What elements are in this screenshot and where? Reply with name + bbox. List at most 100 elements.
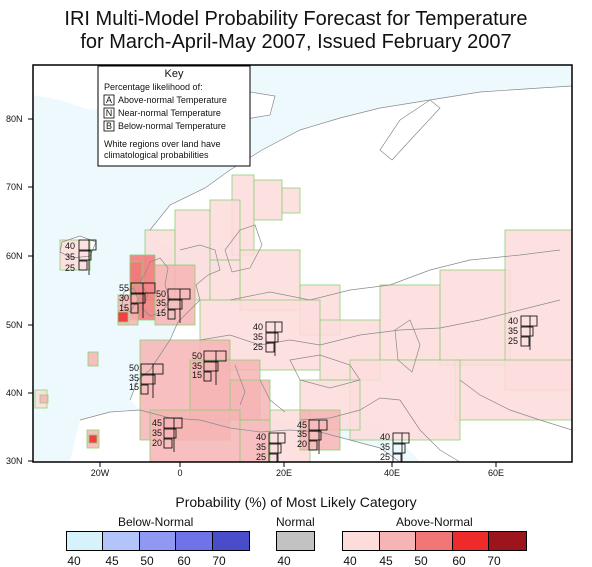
forecast-glyph-central-europe: 40 35 25 — [253, 321, 283, 356]
forecast-cell — [253, 179, 283, 221]
forecast-probability-glyphs: 40 35 25 55 30 15 50 35 15 — [65, 239, 538, 463]
svg-text:35: 35 — [256, 442, 266, 452]
latitude-labels: 80N 70N 60N 50N 40N 30N — [6, 114, 33, 466]
key-letter-a: A — [106, 95, 112, 105]
svg-text:50: 50 — [129, 363, 139, 373]
lat-label-80n: 80N — [6, 114, 23, 124]
legend-tick-above: 40 — [343, 554, 357, 567]
svg-text:25: 25 — [253, 342, 263, 352]
novaya-zemlya-land — [380, 100, 440, 160]
svg-text:35: 35 — [297, 429, 307, 439]
forecast-cell — [239, 419, 271, 462]
svg-text:40: 40 — [380, 432, 390, 442]
forecast-glyph-middle-east: 40 35 25 — [380, 432, 410, 463]
legend-normal-label: Normal — [276, 515, 315, 529]
forecast-cell — [117, 311, 129, 323]
svg-text:15: 15 — [192, 370, 202, 380]
forecast-cell — [349, 359, 461, 441]
key-note-line1: White regions over land have — [104, 139, 221, 149]
legend-title: Probability (%) of Most Likely Category — [175, 494, 417, 510]
svg-text:40: 40 — [65, 241, 75, 251]
forecast-glyph-north-sea: 50 35 15 — [156, 288, 191, 323]
legend-tick-below: 45 — [105, 554, 119, 567]
svg-text:35: 35 — [508, 326, 518, 336]
map-title-line1: IRI Multi-Model Probability Forecast for… — [64, 8, 528, 30]
svg-text:40: 40 — [508, 316, 518, 326]
svg-text:25: 25 — [380, 452, 390, 462]
svg-text:15: 15 — [119, 303, 129, 313]
legend-swatch — [212, 532, 249, 550]
forecast-glyph-eastern-med: 45 35 20 — [297, 419, 328, 454]
lat-label-30n: 30N — [6, 456, 23, 466]
forecast-cell — [59, 239, 91, 271]
legend-above-swatches — [342, 531, 527, 551]
key-label-below: Below-normal Temperature — [118, 121, 226, 131]
svg-text:45: 45 — [297, 420, 307, 430]
forecast-cell — [454, 359, 572, 421]
key-background — [97, 65, 251, 167]
key-letter-box-n — [103, 107, 115, 119]
forecast-cell — [209, 259, 241, 301]
svg-text:30: 30 — [119, 293, 129, 303]
svg-text:15: 15 — [156, 308, 166, 318]
map-frame — [32, 64, 573, 463]
lat-label-70n: 70N — [6, 182, 23, 192]
legend-tick-above: 45 — [379, 554, 393, 567]
lon-label-20e: 20E — [276, 468, 292, 478]
key-label-near: Near-normal Temperature — [118, 108, 221, 118]
svg-text:35: 35 — [380, 442, 390, 452]
coastlines — [59, 85, 572, 462]
svg-text:35: 35 — [156, 298, 166, 308]
key-subtitle: Percentage likelihood of: — [104, 82, 203, 92]
svg-text:50: 50 — [192, 351, 202, 361]
lat-label-40n: 40N — [6, 388, 23, 398]
legend-below-label: Below-Normal — [118, 515, 194, 529]
legend-swatch — [103, 532, 140, 550]
legend-tick-above: 50 — [414, 554, 428, 567]
legend-swatch — [452, 532, 490, 550]
key-letter-n: N — [106, 108, 113, 118]
key-letter-b: B — [106, 121, 112, 131]
forecast-glyph-iberia: 50 35 15 — [129, 363, 164, 398]
longitude-labels: 20W 0 20E 40E 60E — [91, 462, 504, 478]
svg-text:40: 40 — [256, 432, 266, 442]
svg-text:25: 25 — [65, 263, 75, 273]
key-title: Key — [165, 68, 184, 80]
forecast-glyph-north-africa-west: 45 35 20 — [152, 417, 183, 452]
forecast-cell — [379, 284, 441, 361]
map-title-line2: for March-April-May 2007, Issued Februar… — [80, 31, 512, 53]
map-key: Key Percentage likelihood of: A Above-no… — [97, 65, 251, 167]
forecast-glyph-ireland: 55 30 15 — [119, 282, 156, 318]
legend-swatch — [343, 532, 380, 550]
svg-text:35: 35 — [65, 252, 75, 262]
key-letter-box-b — [103, 120, 115, 132]
legend-swatch — [416, 532, 453, 550]
legend-swatch — [379, 532, 417, 550]
key-note-line2: climatological probabilities — [104, 150, 209, 160]
svg-text:25: 25 — [256, 452, 266, 462]
forecast-glyph-france: 50 35 15 — [192, 350, 227, 385]
svg-text:35: 35 — [129, 373, 139, 383]
legend-swatch — [489, 532, 526, 550]
forecast-glyph-iceland: 40 35 25 — [65, 239, 97, 275]
legend-swatch — [67, 532, 104, 550]
forecast-cell — [439, 269, 511, 366]
svg-text:35: 35 — [192, 361, 202, 371]
svg-text:15: 15 — [129, 382, 139, 392]
legend-tick-normal: 40 — [277, 554, 291, 567]
lon-label-60e: 60E — [488, 468, 504, 478]
legend-tick-below: 60 — [177, 554, 191, 567]
forecast-glyph-central-asia: 40 35 25 — [508, 315, 538, 350]
svg-text:20: 20 — [152, 438, 162, 448]
lon-label-20w: 20W — [91, 468, 110, 478]
legend-tick-below: 40 — [67, 554, 81, 567]
legend-tick-above: 60 — [452, 554, 466, 567]
legend-tick-below: 50 — [140, 554, 154, 567]
forecast-cell — [39, 394, 49, 404]
forecast-cell — [87, 351, 99, 367]
forecast-glyph-libya: 40 35 25 — [256, 432, 286, 463]
legend-swatch — [277, 532, 314, 550]
svg-text:55: 55 — [119, 283, 129, 293]
